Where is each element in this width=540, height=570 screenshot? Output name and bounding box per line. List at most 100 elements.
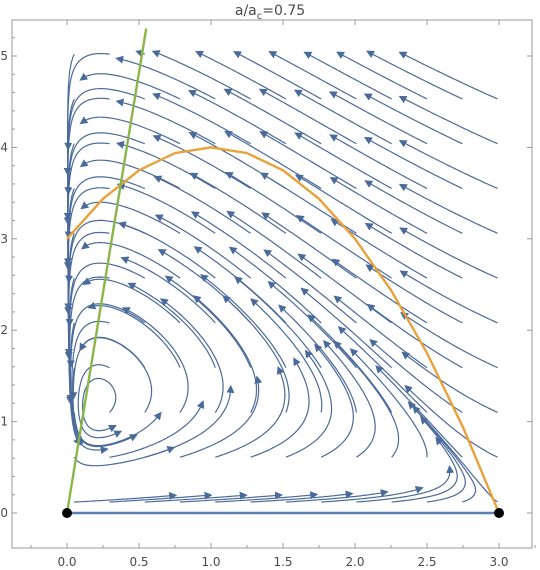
stream-line: [120, 256, 216, 324]
x-tick-label: 0.0: [57, 555, 76, 569]
stream-line: [314, 343, 354, 458]
stream-line: [398, 51, 498, 100]
stream-line: [79, 72, 181, 100]
stream-line: [226, 210, 322, 279]
stream-line: [69, 336, 146, 401]
stream-line: [261, 212, 357, 279]
fixed-point-marker: [62, 508, 72, 518]
stream-line: [404, 384, 498, 458]
stream-line: [420, 416, 467, 503]
stream-line: [412, 405, 498, 503]
stream-line: [398, 183, 498, 234]
stream-lines: [63, 49, 498, 503]
title-value: =0.75: [262, 3, 305, 19]
stream-line: [228, 246, 322, 324]
stream-line: [363, 93, 463, 145]
stream-line: [109, 400, 205, 458]
stream-line: [285, 349, 333, 458]
stream-line: [268, 51, 357, 100]
stream-line: [192, 295, 258, 413]
curves: [65, 28, 501, 515]
stream-line: [222, 295, 290, 413]
stream-line: [366, 50, 463, 100]
chart-title: a/ac=0.75: [235, 3, 305, 22]
stream-line: [303, 51, 392, 100]
stream-line: [391, 436, 458, 503]
y-tick-label: 2: [0, 323, 8, 337]
stream-line: [398, 139, 498, 190]
stream-line: [154, 214, 251, 279]
stream-line: [259, 131, 357, 190]
x-tick-label: 2.5: [417, 555, 436, 569]
y-tick-label: 4: [0, 140, 8, 154]
plot-border: [11, 19, 533, 549]
stream-line: [365, 264, 463, 324]
y-tick-label: 0: [0, 506, 8, 520]
stream-line: [74, 491, 178, 503]
stream-line: [65, 262, 146, 327]
fixed-points: [62, 508, 504, 518]
stream-line: [250, 490, 354, 503]
x-tick-label: 2.0: [345, 555, 364, 569]
stream-line: [66, 276, 110, 403]
stream-line: [81, 241, 181, 279]
stream-line: [399, 270, 498, 324]
title-main: a/a: [235, 3, 257, 19]
stream-line: [407, 401, 477, 503]
stream-line: [190, 211, 287, 279]
stream-line: [64, 176, 146, 240]
stream-line: [215, 491, 319, 503]
x-tick-label: 0.5: [129, 555, 148, 569]
stream-line: [215, 366, 286, 458]
stream-line: [356, 465, 455, 503]
stream-line: [250, 357, 310, 458]
stream-line: [179, 375, 263, 458]
stream-line: [233, 51, 322, 100]
stream-line: [153, 175, 251, 234]
stream-line: [234, 276, 322, 369]
stream-line: [364, 222, 463, 279]
stream-line: [73, 411, 162, 447]
stream-line: [285, 489, 389, 503]
stream-line: [329, 176, 428, 234]
stream-line: [329, 134, 428, 190]
y-tick-label: 3: [0, 232, 8, 246]
stream-line: [297, 253, 393, 324]
x-tick-label: 1.0: [201, 555, 220, 569]
stream-line: [224, 130, 322, 190]
stream-line: [144, 384, 235, 458]
stream-line: [398, 95, 498, 145]
stream-line: [263, 249, 357, 324]
y-tick-label: 5: [0, 49, 8, 63]
stream-line: [322, 339, 376, 458]
stream-line: [115, 140, 216, 190]
stream-line: [187, 89, 287, 145]
x-tick-label: 3.0: [489, 555, 508, 569]
stream-line: [127, 282, 216, 368]
title-subscript: c: [257, 11, 263, 22]
stream-line: [278, 304, 357, 413]
stream-line: [363, 137, 463, 190]
stream-line: [294, 132, 392, 190]
stream-line: [364, 180, 463, 234]
stream-line: [179, 491, 283, 503]
axis-ticks: 0.0 0.5 1.0 1.5 2.0 2.5 3.0 0 1 2 3 4 5: [0, 20, 536, 569]
fixed-point-marker: [494, 508, 504, 518]
stream-line: [194, 50, 287, 100]
stream-line: [135, 49, 145, 58]
x-tick-label: 1.5: [273, 555, 292, 569]
stream-line: [258, 88, 357, 145]
stream-line: [250, 298, 323, 413]
stream-line: [151, 50, 251, 100]
stream-line: [144, 491, 248, 503]
stream-line: [321, 486, 424, 503]
stream-line: [117, 221, 216, 279]
stream-line: [223, 88, 322, 145]
stream-line: [116, 182, 216, 234]
stream-line: [109, 491, 213, 503]
stream-line: [164, 275, 252, 368]
stream-line: [300, 287, 393, 369]
stream-line: [336, 51, 428, 100]
